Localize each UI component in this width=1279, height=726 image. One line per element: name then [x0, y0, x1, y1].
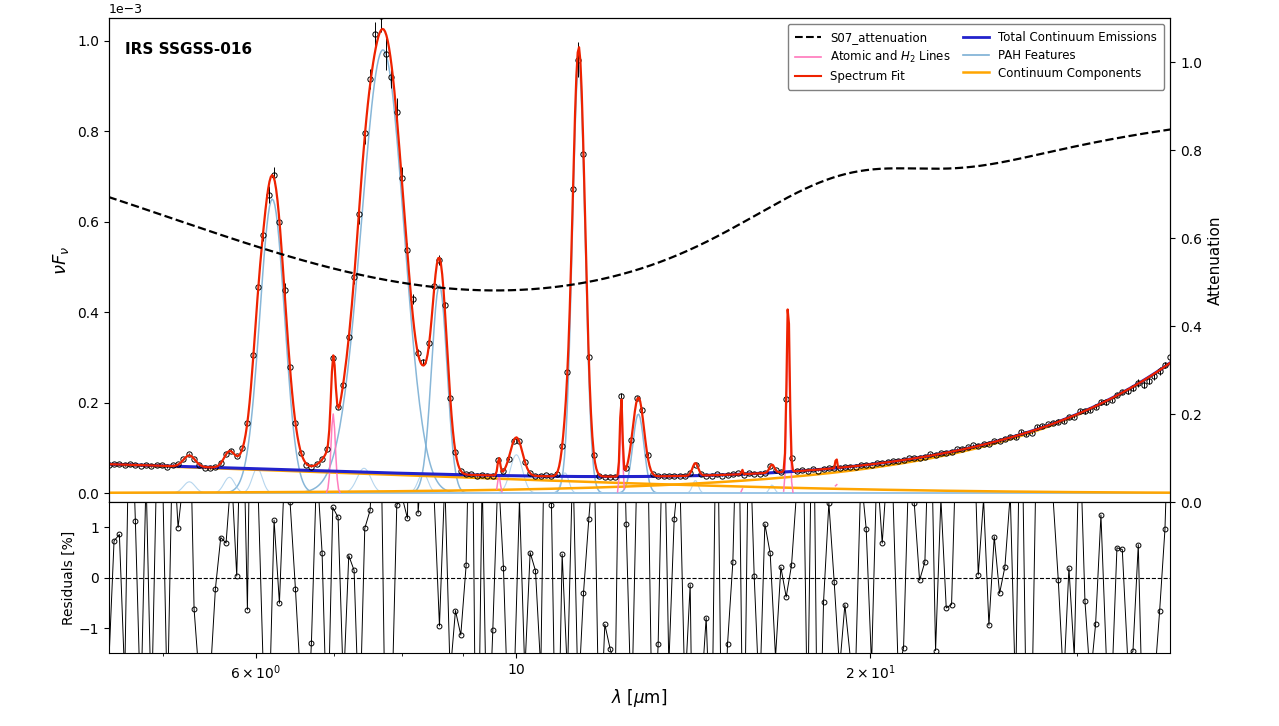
- Y-axis label: Residuals [%]: Residuals [%]: [61, 531, 75, 625]
- X-axis label: $\lambda$ [$\mu$m]: $\lambda$ [$\mu$m]: [611, 688, 668, 709]
- Text: IRS SSGSS-016: IRS SSGSS-016: [124, 42, 252, 57]
- Text: 1e−3: 1e−3: [109, 3, 143, 16]
- Y-axis label: $\nu F_\nu$: $\nu F_\nu$: [51, 245, 72, 274]
- Y-axis label: Attenuation: Attenuation: [1207, 216, 1223, 305]
- Legend: S07_attenuation, Atomic and $H_2$ Lines, Spectrum Fit, Total Continuum Emissions: S07_attenuation, Atomic and $H_2$ Lines,…: [788, 24, 1164, 90]
- Text: 1e−4: 1e−4: [202, 510, 233, 519]
